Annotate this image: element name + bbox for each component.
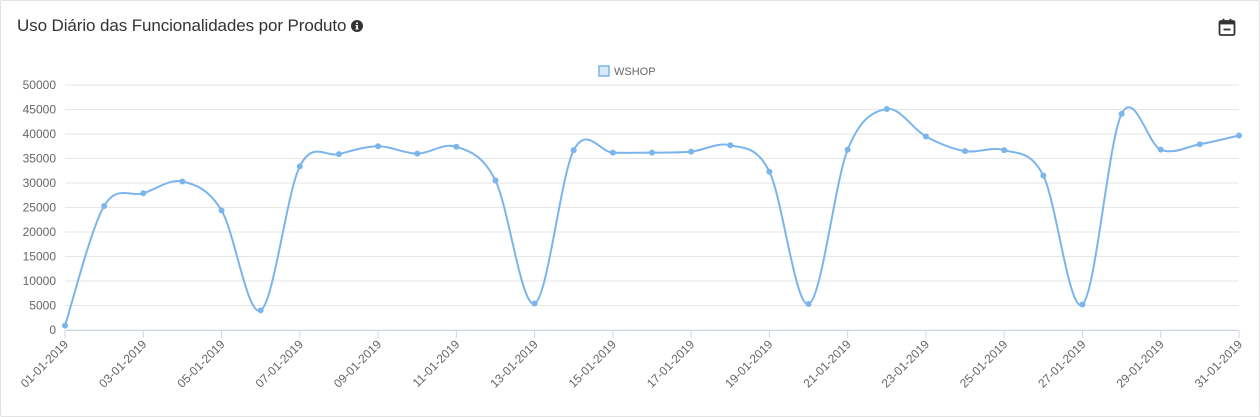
data-point[interactable] — [62, 322, 68, 329]
x-tick-label: 19-01-2019 — [722, 337, 776, 391]
data-point[interactable] — [101, 203, 108, 210]
data-point[interactable] — [296, 163, 303, 170]
header: Uso Diário das Funcionalidades por Produ… — [17, 15, 364, 37]
data-point[interactable] — [727, 142, 734, 149]
x-tick-label: 27-01-2019 — [1035, 337, 1089, 391]
y-tick-label: 25000 — [23, 201, 57, 215]
y-tick-label: 15000 — [23, 250, 57, 264]
grid-lines — [65, 84, 1239, 331]
x-tick-label: 23-01-2019 — [879, 337, 933, 391]
x-tick-label: 01-01-2019 — [18, 337, 72, 391]
legend[interactable]: WSHOP — [598, 65, 656, 78]
y-tick-label: 30000 — [23, 176, 57, 190]
x-tick-label: 09-01-2019 — [331, 337, 385, 391]
x-axis: 01-01-2019 03-01-2019 05-01-2019 07-01-2019… — [18, 330, 1246, 391]
data-point[interactable] — [492, 177, 499, 184]
data-point[interactable] — [179, 178, 186, 185]
data-point[interactable] — [922, 133, 929, 140]
data-point[interactable] — [1118, 110, 1125, 117]
x-tick-label: 05-01-2019 — [174, 337, 228, 391]
data-point[interactable] — [1196, 141, 1203, 148]
y-tick-label: 45000 — [23, 103, 57, 117]
x-tick-label: 13-01-2019 — [487, 337, 541, 391]
data-point[interactable] — [375, 143, 382, 150]
data-point[interactable] — [453, 143, 460, 150]
y-axis: 0 5000 10000 15000 20000 25000 30000 35000 40000… — [23, 78, 57, 337]
y-tick-label: 40000 — [23, 127, 57, 141]
data-point[interactable] — [1236, 132, 1242, 139]
data-point[interactable] — [883, 106, 890, 113]
data-point[interactable] — [844, 146, 851, 153]
x-tick-label: 21-01-2019 — [800, 337, 854, 391]
y-tick-label: 0 — [49, 323, 56, 337]
data-point[interactable] — [609, 149, 616, 156]
data-point[interactable] — [766, 168, 773, 175]
x-tick-label: 11-01-2019 — [410, 337, 463, 390]
legend-swatch[interactable] — [598, 65, 610, 77]
data-point[interactable] — [335, 151, 342, 158]
data-point[interactable] — [1001, 147, 1008, 154]
y-tick-label: 5000 — [29, 299, 56, 313]
page-title: Uso Diário das Funcionalidades por Produ… — [17, 16, 347, 35]
y-tick-label: 20000 — [23, 225, 57, 239]
calendar-button[interactable] — [1216, 16, 1238, 38]
data-point[interactable] — [1079, 301, 1086, 308]
x-tick-label: 07-01-2019 — [253, 337, 307, 391]
series-wshop — [62, 106, 1242, 329]
data-point[interactable] — [257, 307, 264, 314]
y-tick-label: 50000 — [23, 78, 57, 92]
data-point[interactable] — [649, 149, 655, 156]
data-point[interactable] — [414, 150, 421, 157]
data-point[interactable] — [688, 148, 695, 155]
data-point[interactable] — [1157, 146, 1164, 153]
y-tick-label: 10000 — [23, 274, 57, 288]
data-point[interactable] — [531, 300, 538, 307]
data-point[interactable] — [962, 148, 969, 155]
x-tick-label: 25-01-2019 — [957, 337, 1011, 391]
x-tick-label: 17-01-2019 — [644, 337, 698, 391]
series-line — [64, 106, 1240, 326]
data-point[interactable] — [140, 190, 147, 197]
data-point[interactable] — [1040, 172, 1047, 179]
x-tick-label: 29-01-2019 — [1114, 337, 1168, 391]
data-point[interactable] — [570, 147, 577, 154]
data-point[interactable] — [805, 301, 812, 308]
data-point[interactable] — [218, 207, 225, 214]
x-tick-label: 31-01-2019 — [1192, 337, 1246, 391]
x-tick-label: 03-01-2019 — [96, 337, 150, 391]
info-circle-icon[interactable] — [351, 20, 364, 32]
legend-label[interactable]: WSHOP — [614, 66, 656, 78]
x-tick-label: 15-01-2019 — [566, 337, 620, 391]
calendar-minus-icon — [1218, 18, 1236, 36]
y-tick-label: 35000 — [23, 152, 57, 166]
